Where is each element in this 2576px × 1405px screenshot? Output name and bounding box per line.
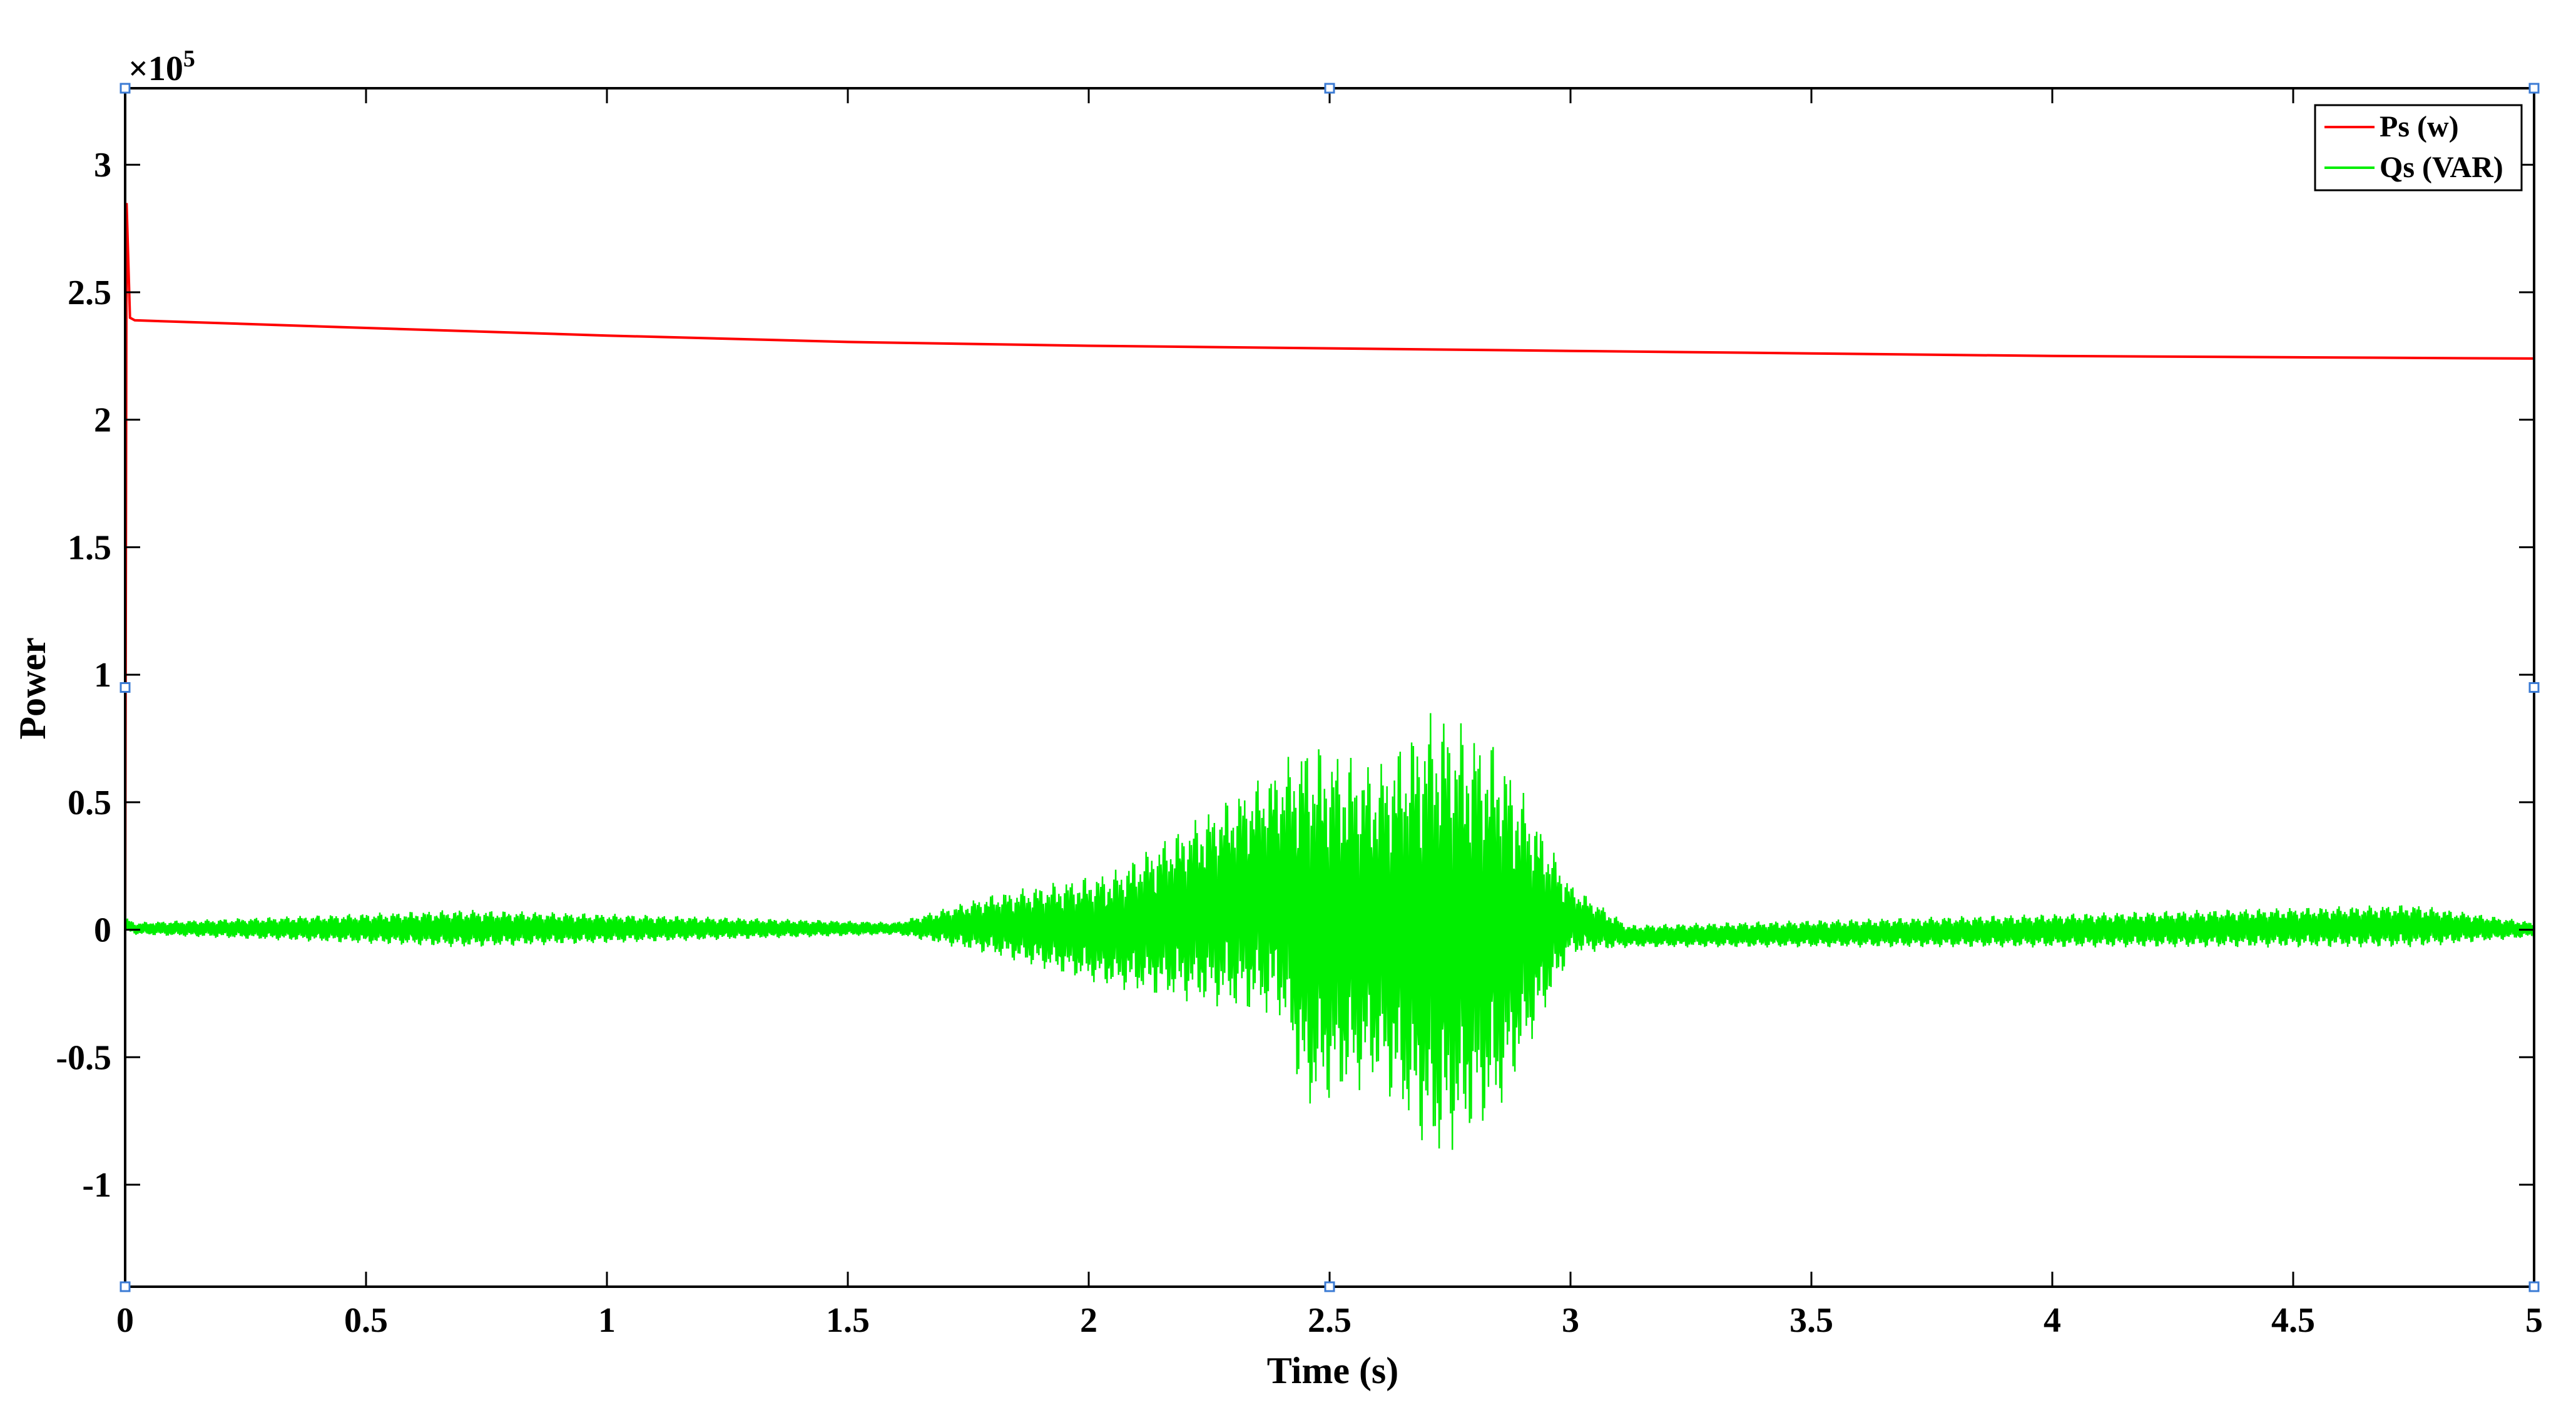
x-tick-label: 1.5 [826, 1301, 870, 1340]
y-tick-label: 1.5 [68, 528, 111, 567]
x-tick-label: 4 [2044, 1301, 2061, 1340]
x-tick-label: 3.5 [1789, 1301, 1833, 1340]
legend-label-ps: Ps (w) [2380, 110, 2459, 143]
y-tick-label: -1 [82, 1166, 111, 1205]
y-exponent-label: ×105 [128, 46, 195, 88]
selection-handle[interactable] [120, 1281, 131, 1292]
series-line-ps [124, 203, 2535, 930]
selection-handle[interactable] [2528, 1281, 2540, 1292]
x-tick-label: 3 [1562, 1301, 1579, 1340]
series-line-qs [124, 713, 2535, 1150]
x-tick-label: 2 [1080, 1301, 1097, 1340]
selection-handle[interactable] [1324, 83, 1335, 94]
y-tick-label: 2 [94, 401, 111, 440]
x-tick-label: 2.5 [1308, 1301, 1352, 1340]
y-tick-label: 2.5 [68, 273, 111, 312]
x-tick-label: 1 [598, 1301, 616, 1340]
x-tick-label: 0.5 [344, 1301, 388, 1340]
x-axis-title: Time (s) [1267, 1350, 1399, 1391]
legend-label-qs: Qs (VAR) [2380, 151, 2503, 184]
x-tick-label: 4.5 [2271, 1301, 2315, 1340]
selection-handles [120, 83, 2540, 1292]
selection-handle[interactable] [2528, 682, 2540, 693]
legend[interactable]: Ps (w) Qs (VAR) [2314, 104, 2523, 192]
tick-layer: 0 0.5 1 1.5 2 2.5 3 3.5 4 4.5 5 -1 -0.5 0 0.5 1 1.5 2 2.5 3 [56, 88, 2543, 1340]
series-layer [124, 203, 2535, 1150]
y-axis-title: Power [12, 637, 53, 739]
x-tick-label: 5 [2525, 1301, 2543, 1340]
plot-background [125, 88, 2534, 1287]
y-tick-label: 3 [94, 146, 111, 185]
selection-handle[interactable] [120, 83, 131, 94]
legend-box [2314, 104, 2523, 192]
y-exponent-power: 5 [183, 46, 195, 72]
y-tick-label: -0.5 [56, 1038, 111, 1077]
y-tick-label: 1 [94, 656, 111, 695]
selection-handle[interactable] [1324, 1281, 1335, 1292]
y-tick-label: 0.5 [68, 784, 111, 822]
x-tick-label: 0 [116, 1301, 134, 1340]
y-tick-label: 0 [94, 911, 111, 950]
selection-handle[interactable] [2528, 83, 2540, 94]
selection-handle[interactable] [120, 682, 131, 693]
